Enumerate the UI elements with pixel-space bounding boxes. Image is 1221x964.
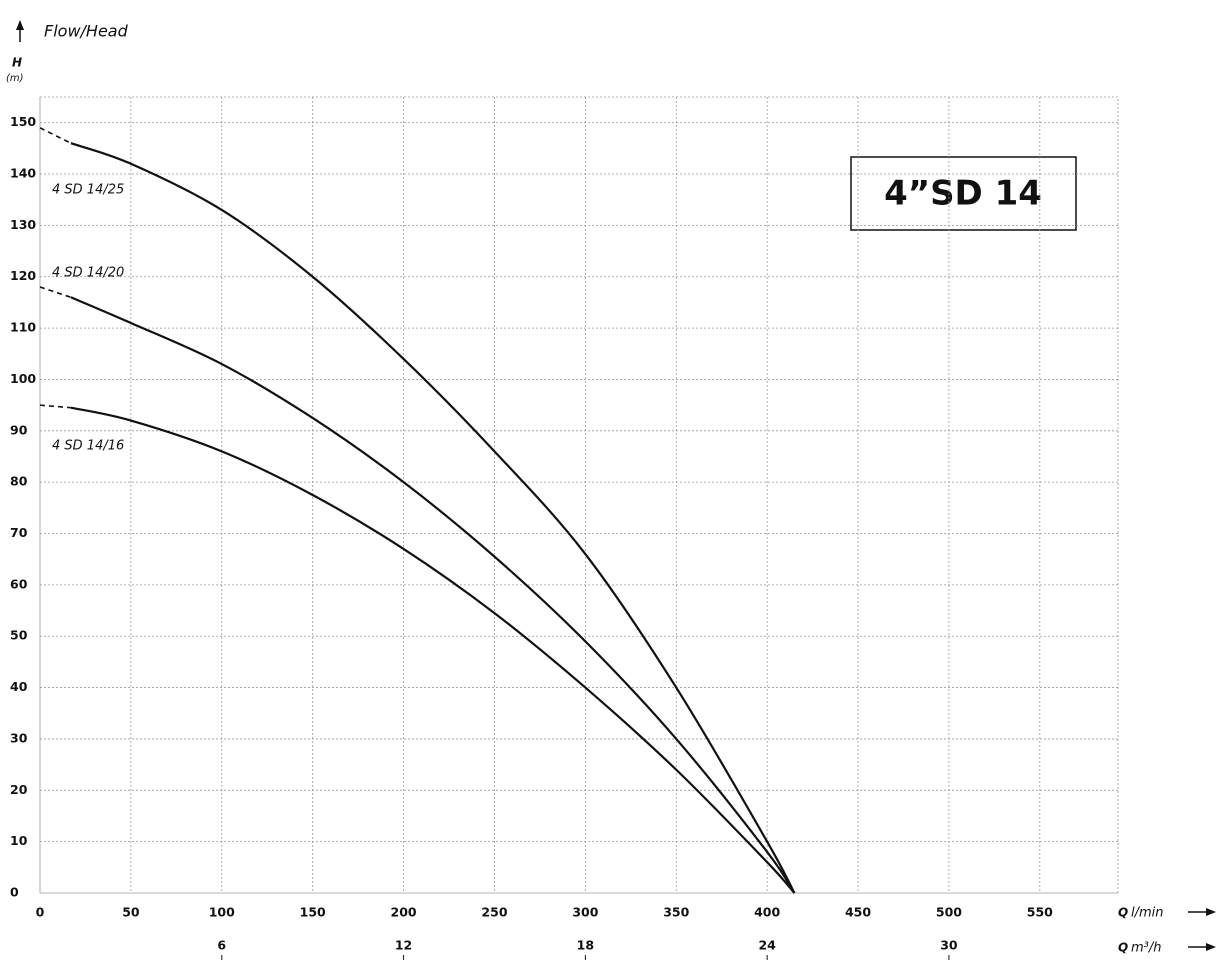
y-tick-label: 60 [10, 576, 28, 591]
y-tick-label: 120 [10, 268, 36, 283]
y-tick-label: 100 [10, 371, 36, 386]
y-tick-label: 140 [10, 166, 36, 181]
y-tick-label: 70 [10, 525, 28, 540]
title-arrow [16, 20, 24, 42]
x2-axis-unit: m³/h [1131, 941, 1162, 956]
extrapolated-line [39, 127, 72, 144]
x-axis-unit: l/min [1131, 906, 1164, 921]
x-tick-label: 200 [391, 905, 417, 920]
curve [70, 142, 796, 894]
y-tick-label: 30 [10, 730, 28, 745]
extrapolated-line [39, 404, 71, 409]
x-tick-label: 100 [209, 905, 235, 920]
y-tick-label: 110 [10, 320, 36, 335]
x-tick-label: 0 [36, 905, 45, 920]
x-tick-label: 150 [300, 905, 326, 920]
chart-title: Flow/Head [44, 22, 129, 41]
x-tick-label: 550 [1027, 905, 1053, 920]
x-tick-label: 450 [845, 905, 871, 920]
series-label: 4 SD 14/16 [52, 439, 124, 454]
x-tick-label: 500 [936, 905, 962, 920]
y-tick-label: 20 [10, 782, 28, 797]
y-tick-label: 40 [10, 679, 28, 694]
x-tick-label: 400 [754, 905, 780, 920]
y-axis-unit: (m) [6, 73, 24, 84]
axis-arrows [1188, 908, 1216, 951]
x2-axis-label: Q [1118, 941, 1128, 955]
series-label: 4 SD 14/20 [52, 266, 124, 281]
y-tick-label: 0 [10, 885, 19, 900]
x2-tick-label: 30 [940, 938, 958, 953]
y-tick-label: 130 [10, 217, 36, 232]
extrapolated-line [39, 286, 72, 299]
y-tick-label: 150 [10, 114, 36, 129]
series-label: 4 SD 14/25 [52, 183, 124, 198]
x-tick-label: 50 [122, 905, 140, 920]
y-axis-label: H [12, 56, 22, 70]
y-tick-label: 80 [10, 474, 28, 489]
x-tick-label: 350 [663, 905, 689, 920]
y-tick-label: 90 [10, 422, 28, 437]
x-axis-label: Q [1118, 906, 1128, 920]
annotation-box [850, 156, 1077, 231]
annotation: 4”SD 14 [884, 174, 1042, 214]
curve [70, 406, 796, 894]
x2-tick-label: 12 [395, 938, 412, 953]
y-tick-label: 50 [10, 628, 28, 643]
y-tick-label: 10 [10, 833, 28, 848]
x-tick-label: 300 [572, 905, 598, 920]
x2-tick-label: 24 [758, 938, 776, 953]
curve [70, 296, 796, 894]
x2-tick-label: 18 [577, 938, 594, 953]
x2-tick-label: 6 [217, 938, 226, 953]
x-tick-label: 250 [481, 905, 507, 920]
